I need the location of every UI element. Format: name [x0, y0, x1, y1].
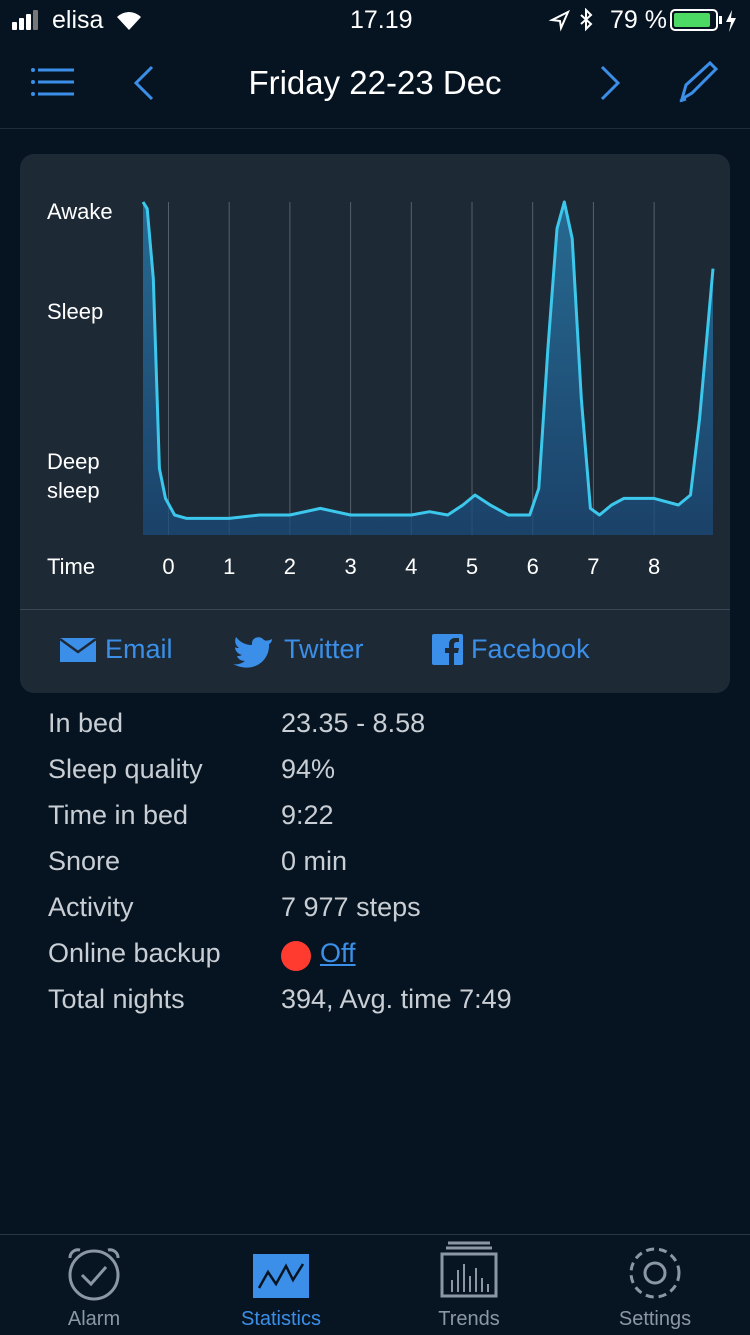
- tab-icons: [68, 1241, 681, 1301]
- stat-value: 394, Avg. time 7:49: [281, 984, 512, 1014]
- stat-value: 7 977 steps: [281, 892, 421, 922]
- nav-title: Friday 22-23 Dec: [248, 64, 502, 101]
- sleep-area: [143, 202, 713, 535]
- battery-percent: 79 %: [610, 6, 667, 34]
- card-divider: [20, 609, 730, 610]
- x-tick-label: 6: [527, 554, 539, 579]
- tab-label[interactable]: Statistics: [240, 1308, 322, 1330]
- stat-label: Snore: [48, 846, 121, 876]
- tab-label[interactable]: Alarm: [67, 1308, 121, 1330]
- stat-value: 23.35 - 8.58: [281, 708, 426, 738]
- facebook-icon[interactable]: [432, 634, 464, 666]
- carrier: elisa: [52, 6, 104, 34]
- tab-label[interactable]: Settings: [618, 1308, 692, 1330]
- battery-icon: [670, 9, 736, 32]
- stat-label: Total nights: [48, 984, 185, 1014]
- chart-card: [20, 154, 730, 693]
- nav-divider: [0, 128, 750, 129]
- y-tick-label: Awake: [47, 199, 113, 225]
- stat-label: Online backup: [48, 938, 221, 968]
- stat-value: 9:22: [281, 800, 334, 830]
- nav-icons: [31, 60, 719, 103]
- stat-label: Sleep quality: [48, 754, 203, 784]
- signal-icon: [12, 10, 38, 30]
- x-axis-label: Time: [47, 554, 95, 579]
- sleep-chart: Time 0 1 2 3 4 5 6 7 8: [47, 200, 715, 579]
- y-tick-label: Deep sleep: [47, 449, 100, 504]
- stat-label: Activity: [48, 892, 134, 922]
- tab-label[interactable]: Trends: [438, 1308, 500, 1330]
- status-icons: [548, 8, 593, 32]
- x-tick-label: 5: [466, 554, 478, 579]
- x-tick-label: 0: [162, 554, 174, 579]
- stat-value: 0 min: [281, 846, 348, 876]
- wifi-icon: [117, 12, 141, 31]
- x-tick-label: 2: [284, 554, 296, 579]
- sleep-line: [141, 200, 715, 520]
- x-tick-label: 7: [587, 554, 599, 579]
- x-tick-label: 4: [405, 554, 417, 579]
- share-twitter[interactable]: Twitter: [284, 634, 364, 664]
- backup-status-dot: [281, 941, 311, 971]
- stat-label: Time in bed: [48, 800, 189, 830]
- stat-value: 94%: [281, 754, 336, 784]
- email-icon[interactable]: [58, 636, 98, 664]
- x-tick-label: 8: [648, 554, 660, 579]
- stat-value[interactable]: Off: [320, 938, 356, 968]
- stat-label: In bed: [48, 708, 124, 738]
- x-tick-label: 3: [344, 554, 356, 579]
- twitter-icon[interactable]: [232, 634, 274, 668]
- share-facebook[interactable]: Facebook: [471, 634, 590, 664]
- y-tick-label: Sleep: [47, 299, 104, 325]
- share-email[interactable]: Email: [105, 634, 173, 664]
- x-tick-label: 1: [223, 554, 235, 579]
- tab-bar: [0, 1234, 750, 1335]
- clock: 17.19: [350, 6, 413, 34]
